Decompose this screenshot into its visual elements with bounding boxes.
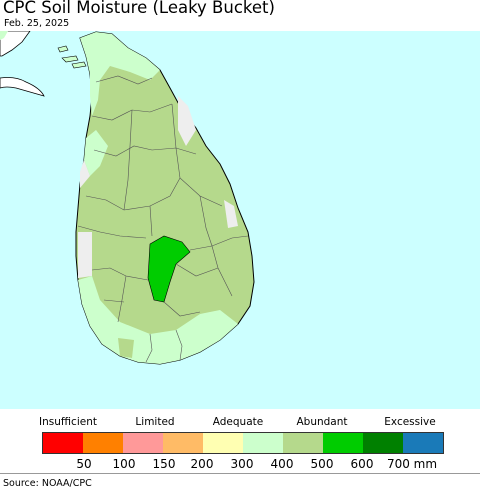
india-point-calimere (0, 77, 45, 97)
legend-swatch (363, 433, 403, 453)
legend-tick: 50 (76, 457, 92, 471)
legend-swatch (283, 433, 323, 453)
east-coast-nodata (224, 200, 238, 228)
east-nodata-strip (178, 96, 196, 146)
map-title: CPC Soil Moisture (Leaky Bucket) (3, 0, 275, 17)
jaffna-islands (57, 45, 87, 69)
district-boundaries (77, 75, 249, 363)
legend-category-excessive: Excessive (384, 416, 436, 428)
source-divider (0, 473, 480, 474)
legend-swatch (83, 433, 123, 453)
legend-swatch (243, 433, 283, 453)
map-date: Feb. 25, 2025 (4, 18, 70, 29)
legend-tick: 500 (310, 457, 334, 471)
abundant-core (147, 235, 191, 303)
legend-tick: 100 (112, 457, 136, 471)
legend-swatch (123, 433, 163, 453)
north-light-region (80, 32, 160, 116)
west-coast-light-region (84, 130, 108, 176)
legend-swatch (323, 433, 363, 453)
legend-category-limited: Limited (135, 416, 175, 428)
west-coast-nodata (78, 232, 92, 278)
source-credit: Source: NOAA/CPC (3, 478, 92, 489)
legend-tick: 400 (270, 457, 294, 471)
nw-nodata-patch (80, 160, 90, 188)
legend-swatch (203, 433, 243, 453)
sri-lanka-island (75, 31, 255, 365)
legend-tick: 700 mm (386, 457, 438, 471)
india-coast-green (0, 31, 8, 40)
india-coast (0, 31, 31, 57)
legend-category-adequate: Adequate (212, 416, 264, 428)
legend-category-insufficient: Insufficient (39, 416, 97, 428)
legend-swatch (43, 433, 83, 453)
legend-category-abundant: Abundant (296, 416, 348, 428)
legend-tick: 600 (350, 457, 374, 471)
legend-tick: 300 (230, 457, 254, 471)
legend-tick: 150 (152, 457, 176, 471)
southwest-light-region (78, 276, 238, 364)
legend-tick: 200 (190, 457, 214, 471)
south-medium-patch (118, 338, 134, 358)
legend-color-bar (42, 432, 444, 454)
soil-moisture-map (0, 31, 480, 409)
legend-swatch (403, 433, 443, 453)
legend-swatch (163, 433, 203, 453)
